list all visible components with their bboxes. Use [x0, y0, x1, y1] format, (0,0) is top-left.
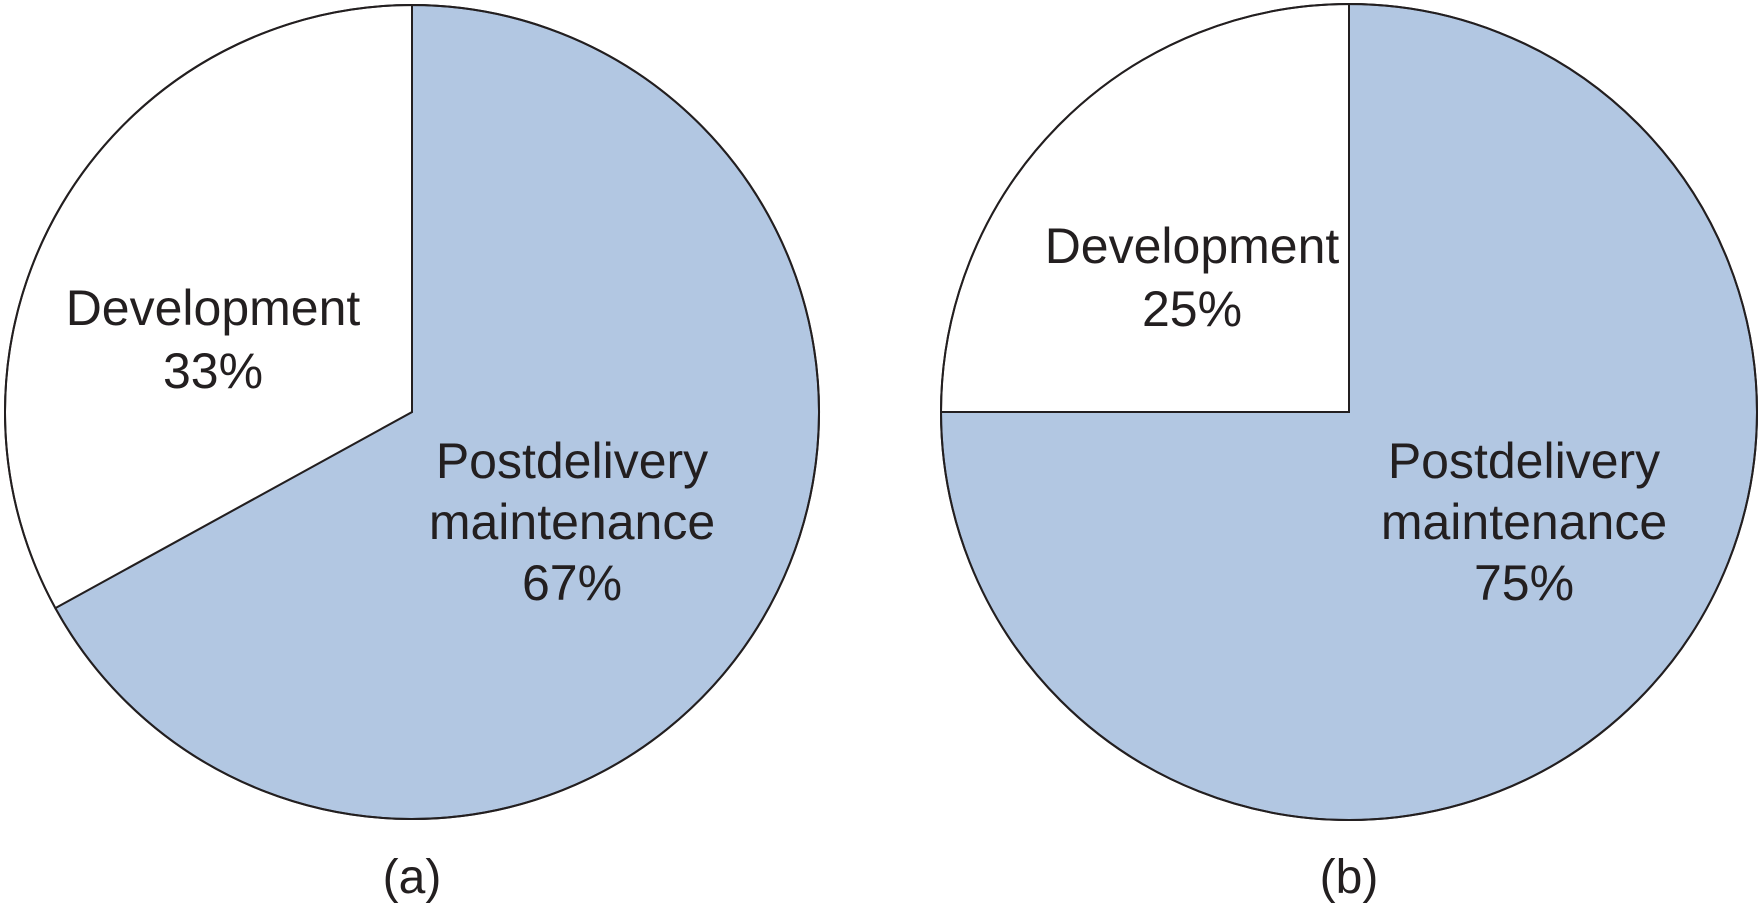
- pie-outline: [940, 3, 1758, 821]
- slice-label-line: maintenance: [429, 494, 715, 550]
- slice-label-line: 25%: [1142, 281, 1242, 337]
- slice-label-line: Postdelivery: [1388, 433, 1660, 489]
- slice-label-line: 67%: [522, 555, 622, 611]
- slice-label-postdelivery-maintenance: Postdelivery maintenance 67%: [429, 433, 715, 611]
- slice-label-line: Development: [1045, 218, 1340, 274]
- slice-label-line: Development: [66, 280, 361, 336]
- pie-chart-b: Postdelivery maintenance 75% Development 25%…: [939, 2, 1758, 904]
- slice-label-line: Postdelivery: [436, 433, 708, 489]
- slice-label-line: 75%: [1474, 555, 1574, 611]
- slice-label-development: Development 33%: [66, 280, 361, 399]
- slice-label-development: Development 25%: [1045, 218, 1340, 337]
- pie-chart-a: Postdelivery maintenance 67% Development 33%…: [4, 3, 820, 904]
- slice-label-postdelivery-maintenance: Postdelivery maintenance 75%: [1381, 433, 1667, 611]
- chart-caption: (b): [1320, 851, 1379, 904]
- chart-caption: (a): [383, 851, 442, 904]
- slice-label-line: maintenance: [1381, 494, 1667, 550]
- pie-outline: [4, 4, 820, 820]
- slice-label-line: 33%: [163, 343, 263, 399]
- slice-development: [939, 2, 1350, 413]
